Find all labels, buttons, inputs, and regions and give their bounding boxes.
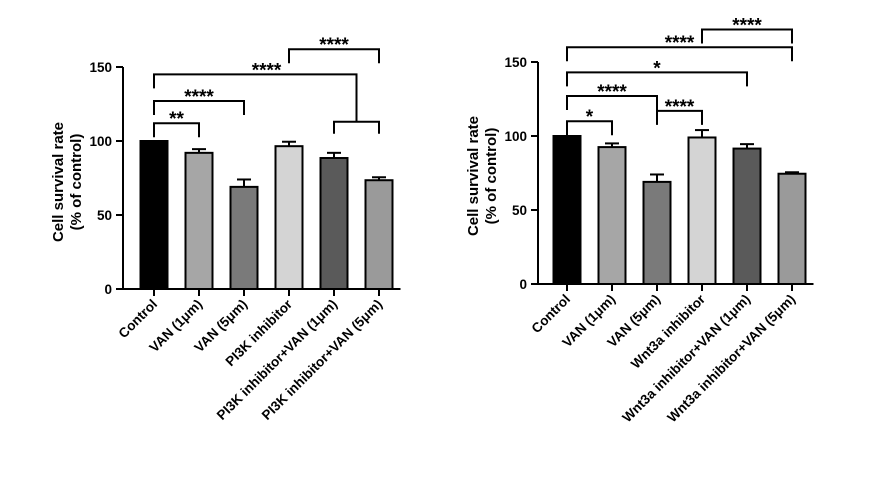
y-tick-label: 100 xyxy=(89,134,112,149)
y-axis-label-line: (% of control) xyxy=(483,128,500,225)
significance-label: **** xyxy=(665,97,695,118)
bar xyxy=(139,140,169,290)
bracket xyxy=(566,95,658,111)
bar xyxy=(732,147,762,285)
significance-label: **** xyxy=(184,87,214,108)
significance-label: * xyxy=(653,58,661,79)
significance-label: **** xyxy=(665,33,695,54)
y-tick-label: 50 xyxy=(97,208,112,223)
y-axis-label-line: Cell survival rate xyxy=(50,122,67,242)
bracket xyxy=(701,28,793,44)
chart-1: 0 50 100 150 Cell survival rate(% of control… xyxy=(50,35,401,423)
y-tick-label: 50 xyxy=(512,203,527,218)
y-axis-label-line: Cell survival rate xyxy=(465,116,482,236)
significance-brackets: ************** xyxy=(153,35,380,138)
x-tick-label: Control xyxy=(529,292,574,337)
y-tick-label: 150 xyxy=(89,60,112,75)
bracket xyxy=(656,109,703,125)
y-tick-label: 100 xyxy=(504,129,527,144)
significance-label: **** xyxy=(597,82,627,103)
bracket xyxy=(566,71,748,87)
bracket xyxy=(153,122,200,138)
bracket xyxy=(153,73,358,122)
bar xyxy=(687,136,717,285)
y-axis-label: Cell survival rate(% of control) xyxy=(50,122,85,242)
bar xyxy=(229,185,259,291)
significance-label: **** xyxy=(732,15,762,36)
chart-2: 0 50 100 150 Cell survival rate(% of control… xyxy=(465,15,814,425)
sub-bracket xyxy=(333,120,380,134)
y-tick-label: 0 xyxy=(104,282,112,297)
bar xyxy=(274,145,304,290)
bar xyxy=(552,135,582,285)
significance-brackets: ****************** xyxy=(566,15,793,136)
x-tick-label: Control xyxy=(116,297,161,342)
bracket xyxy=(153,100,245,116)
bar xyxy=(777,172,807,286)
bar xyxy=(642,180,672,286)
bracket xyxy=(566,120,613,136)
bracket xyxy=(288,48,380,64)
significance-label: **** xyxy=(319,35,349,56)
bar xyxy=(364,179,394,290)
y-axis-label-line: (% of control) xyxy=(68,134,85,231)
y-tick-label: 150 xyxy=(504,55,527,70)
bracket xyxy=(566,46,793,62)
bar xyxy=(597,146,627,285)
y-tick-label: 0 xyxy=(519,277,527,292)
bar xyxy=(319,157,349,290)
bar xyxy=(184,151,214,290)
significance-label: **** xyxy=(252,60,282,81)
y-axis-label: Cell survival rate(% of control) xyxy=(465,116,500,236)
significance-label: ** xyxy=(169,109,184,130)
significance-label: * xyxy=(586,107,594,128)
